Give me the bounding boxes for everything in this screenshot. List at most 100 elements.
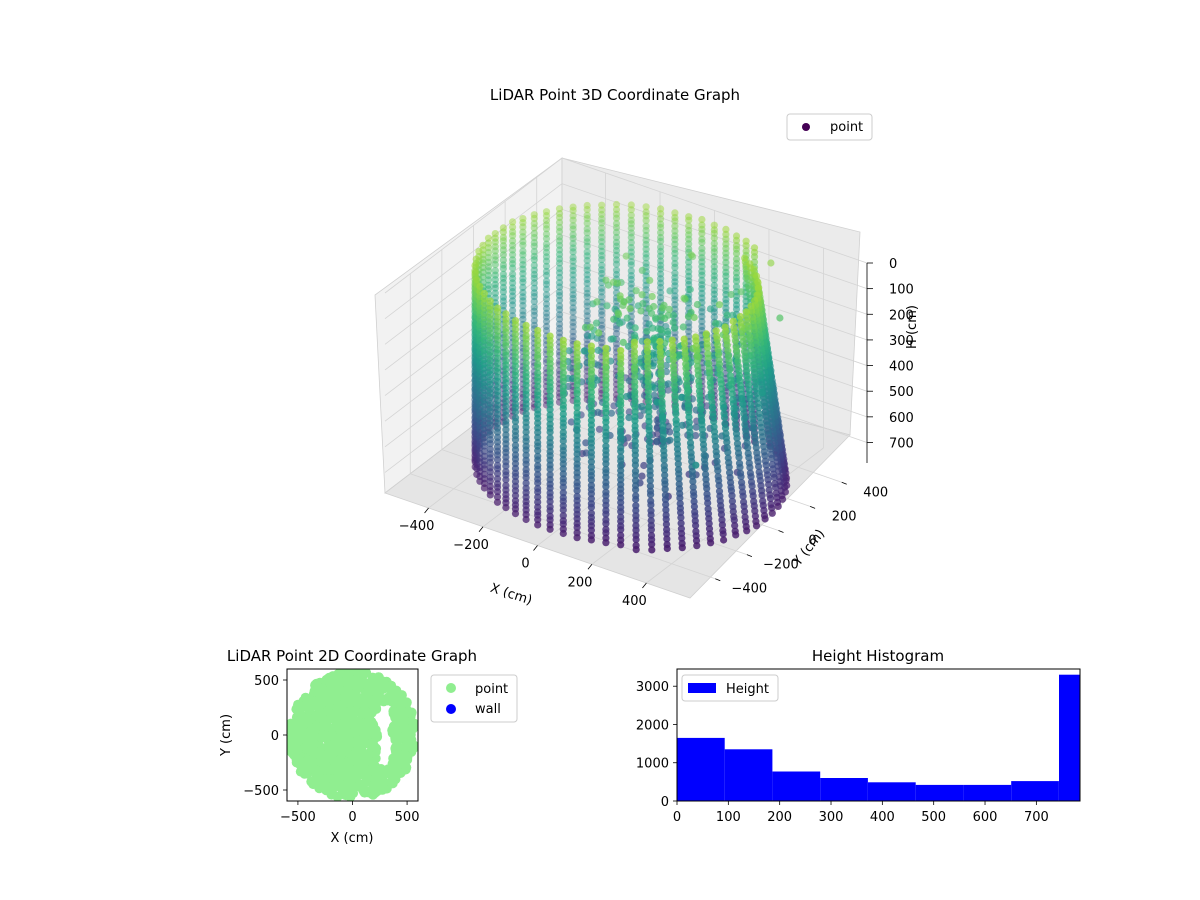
scatter-point-3d	[737, 473, 745, 481]
scatter-point-3d	[519, 297, 527, 305]
legend-3d-label: point	[830, 120, 863, 135]
scatter-point-3d	[583, 298, 591, 306]
scatter-point-3d	[583, 225, 591, 233]
scatter-point-2d	[345, 698, 356, 708]
z-tick-label-3d: 500	[889, 385, 914, 400]
scatter-point-3d	[534, 354, 542, 362]
scatter-point-3d	[530, 321, 538, 329]
scatter-point-3d	[569, 234, 577, 243]
scatter-point-3d	[598, 293, 606, 301]
scatter-point-2d	[357, 718, 368, 729]
scatter-point-3d	[723, 438, 731, 446]
scatter-point-3d	[657, 279, 665, 287]
scatter-point-3d	[486, 477, 494, 485]
scatter-point-3d	[750, 424, 758, 432]
scatter-point-3d	[583, 279, 591, 288]
scatter-point-3d	[657, 229, 665, 237]
scatter-point-3d	[519, 237, 527, 246]
scatter-point-3d	[569, 253, 577, 262]
scatter-point-3d	[617, 438, 625, 446]
scatter-point-3d	[663, 530, 671, 538]
scatter-point-3d	[750, 265, 758, 273]
scatter-point-3d	[642, 240, 650, 249]
scatter-point-3d	[542, 212, 551, 220]
scatter-point-3d	[690, 492, 698, 500]
scatter-point-3d	[486, 421, 494, 429]
scatter-point-3d	[499, 228, 507, 236]
scatter-point-2d	[327, 730, 337, 741]
scatter-point-3d	[691, 512, 699, 520]
scatter-point-3d	[519, 256, 527, 264]
scatter-point-2d	[321, 781, 332, 792]
scatter-point-3d	[511, 509, 520, 518]
scatter-point-3d	[698, 229, 706, 237]
scatter-point-3d	[502, 421, 510, 429]
scatter-point-3d	[612, 219, 621, 228]
scatter-point-3d	[530, 274, 538, 282]
scatter-point-3d	[486, 297, 494, 305]
scatter-point-3d	[598, 224, 606, 232]
scatter-point-3d	[559, 465, 567, 473]
scatter-point-3d	[643, 347, 652, 355]
scatter-point-3d	[555, 241, 564, 249]
scatter-point-3d	[751, 512, 760, 520]
scatter-point-3d	[678, 534, 686, 542]
scatter-point-3d	[657, 261, 665, 269]
scatter-point-3d	[726, 365, 734, 374]
scatter-point-3d	[703, 484, 711, 492]
x-tick-label-hist: 600	[973, 810, 998, 825]
legend-hist: Height	[681, 674, 779, 702]
scatter-point-3d	[665, 305, 673, 313]
scatter-point-3d	[631, 403, 639, 411]
legend-2d-wall-marker	[446, 704, 456, 714]
scatter-point-3d	[731, 415, 739, 423]
scatter-point-3d	[766, 494, 775, 503]
scatter-point-3d	[486, 440, 494, 448]
scatter-point-3d	[623, 314, 631, 322]
scatter-point-3d	[534, 341, 542, 349]
scatter-point-3d	[615, 310, 623, 318]
scatter-point-3d	[612, 224, 621, 232]
scatter-point-3d	[511, 385, 520, 394]
scatter-point-3d	[631, 471, 640, 479]
scatter-point-3d	[671, 240, 679, 248]
scatter-point-3d	[639, 300, 647, 308]
scatter-point-2d	[324, 708, 335, 719]
scatter-point-3d	[723, 341, 731, 349]
scatter-point-2d	[344, 669, 355, 678]
scatter-point-3d	[656, 353, 665, 361]
scatter-point-3d	[569, 212, 577, 220]
scatter-point-2d	[291, 743, 302, 754]
scatter-point-3d	[522, 515, 530, 524]
scatter-point-3d	[647, 511, 655, 519]
scatter-point-3d	[642, 250, 650, 258]
scatter-point-3d	[754, 278, 762, 287]
scatter-point-3d	[530, 220, 538, 228]
scatter-point-3d	[728, 497, 737, 505]
scatter-point-3d	[583, 205, 591, 214]
scatter-point-2d	[370, 702, 381, 713]
scatter-point-3d	[542, 322, 551, 330]
scatter-point-3d	[480, 484, 488, 492]
scatter-point-3d	[750, 326, 758, 334]
scatter-point-3d	[519, 288, 527, 297]
scatter-point-2d	[346, 737, 357, 748]
scatter-point-3d	[555, 227, 564, 236]
scatter-point-3d	[508, 251, 517, 259]
scatter-point-3d	[626, 305, 634, 313]
scatter-point-3d	[642, 286, 650, 294]
scatter-point-3d	[519, 223, 527, 231]
scatter-point-3d	[617, 541, 625, 549]
scatter-point-3d	[530, 284, 538, 292]
scatter-point-3d	[626, 322, 634, 330]
x-tick-label-3d: −400	[399, 519, 435, 534]
scatter-point-3d	[692, 537, 701, 545]
scatter-point-3d	[534, 447, 542, 455]
scatter-point-3d	[573, 450, 581, 458]
scatter-point-3d	[534, 516, 542, 524]
scatter-point-2d	[392, 768, 403, 779]
scatter-point-3d	[631, 324, 639, 332]
scatter-point-3d	[627, 252, 635, 260]
scatter-point-3d	[657, 215, 665, 223]
scatter-point-3d	[612, 330, 621, 338]
